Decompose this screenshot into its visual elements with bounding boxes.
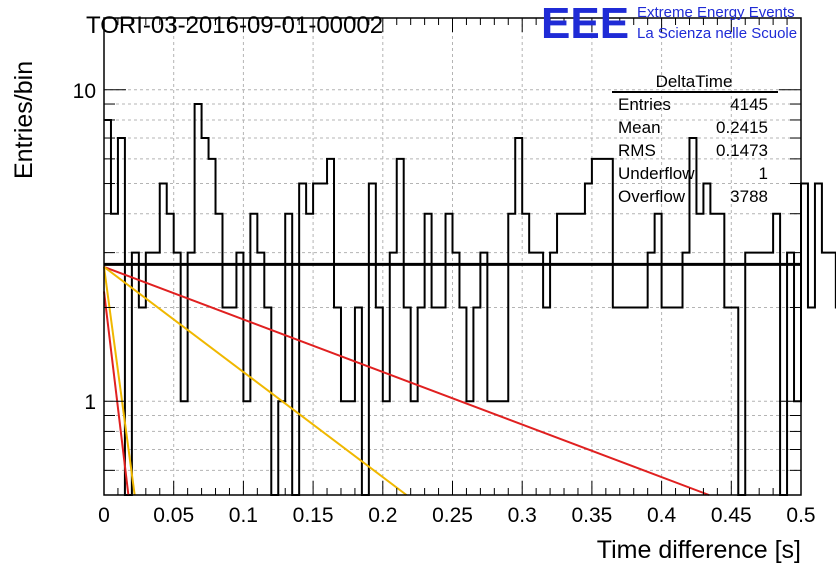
y-tick-label: 10: [73, 80, 96, 103]
fit-line-orange: [103, 266, 136, 496]
stats-name: DeltaTime: [656, 72, 733, 91]
x-tick-label: 0.2: [368, 504, 397, 527]
stats-value-rms: 0.1473: [716, 141, 768, 160]
y-axis-label: Entries/bin: [10, 61, 38, 179]
x-axis-ticks: 0 0.05 0.1 0.15 0.2 0.25 0.3 0.35 0.4 0.45 0.5: [98, 18, 816, 527]
chart-title: TORI-03-2016-09-01-00002: [86, 12, 383, 39]
logo-letters: EEE: [541, 0, 629, 48]
histogram-outline: [104, 103, 836, 496]
logo-line-2: La Scienza nelle Scuole: [637, 25, 797, 42]
x-tick-label: 0.5: [786, 504, 815, 527]
x-tick-label: 0.1: [229, 504, 258, 527]
stats-label-rms: RMS: [618, 141, 656, 160]
histogram: [104, 103, 836, 496]
fit-line-orange: [103, 266, 408, 496]
x-tick-label: 0.25: [432, 504, 473, 527]
x-axis-label: Time difference [s]: [597, 536, 801, 564]
stats-label-entries: Entries: [618, 95, 671, 114]
x-tick-label: 0.05: [153, 504, 194, 527]
x-tick-label: 0.3: [508, 504, 537, 527]
stats-value-overflow: 3788: [730, 187, 768, 206]
stats-value-underflow: 1: [759, 164, 768, 183]
stats-label-overflow: Overflow: [618, 187, 686, 206]
stats-value-mean: 0.2415: [716, 118, 768, 137]
x-tick-label: 0.35: [571, 504, 612, 527]
logo-line-1: Extreme Energy Events: [637, 4, 795, 21]
x-tick-label: 0: [98, 504, 110, 527]
x-tick-label: 0.15: [293, 504, 334, 527]
y-axis-ticks: 1 10: [73, 80, 801, 496]
fit-lines: [103, 262, 801, 496]
x-tick-label: 0.4: [647, 504, 677, 527]
stats-label-mean: Mean: [618, 118, 661, 137]
y-tick-label: 1: [84, 391, 96, 414]
logo: EEE Extreme Energy Events La Scienza nel…: [541, 0, 797, 48]
fit-line-red: [103, 291, 130, 496]
stats-box: DeltaTime Entries 4145 Mean 0.2415 RMS 0…: [612, 72, 778, 206]
stats-label-underflow: Underflow: [618, 164, 695, 183]
x-tick-label: 0.45: [711, 504, 752, 527]
fit-line-red: [103, 265, 710, 496]
stats-value-entries: 4145: [730, 95, 768, 114]
